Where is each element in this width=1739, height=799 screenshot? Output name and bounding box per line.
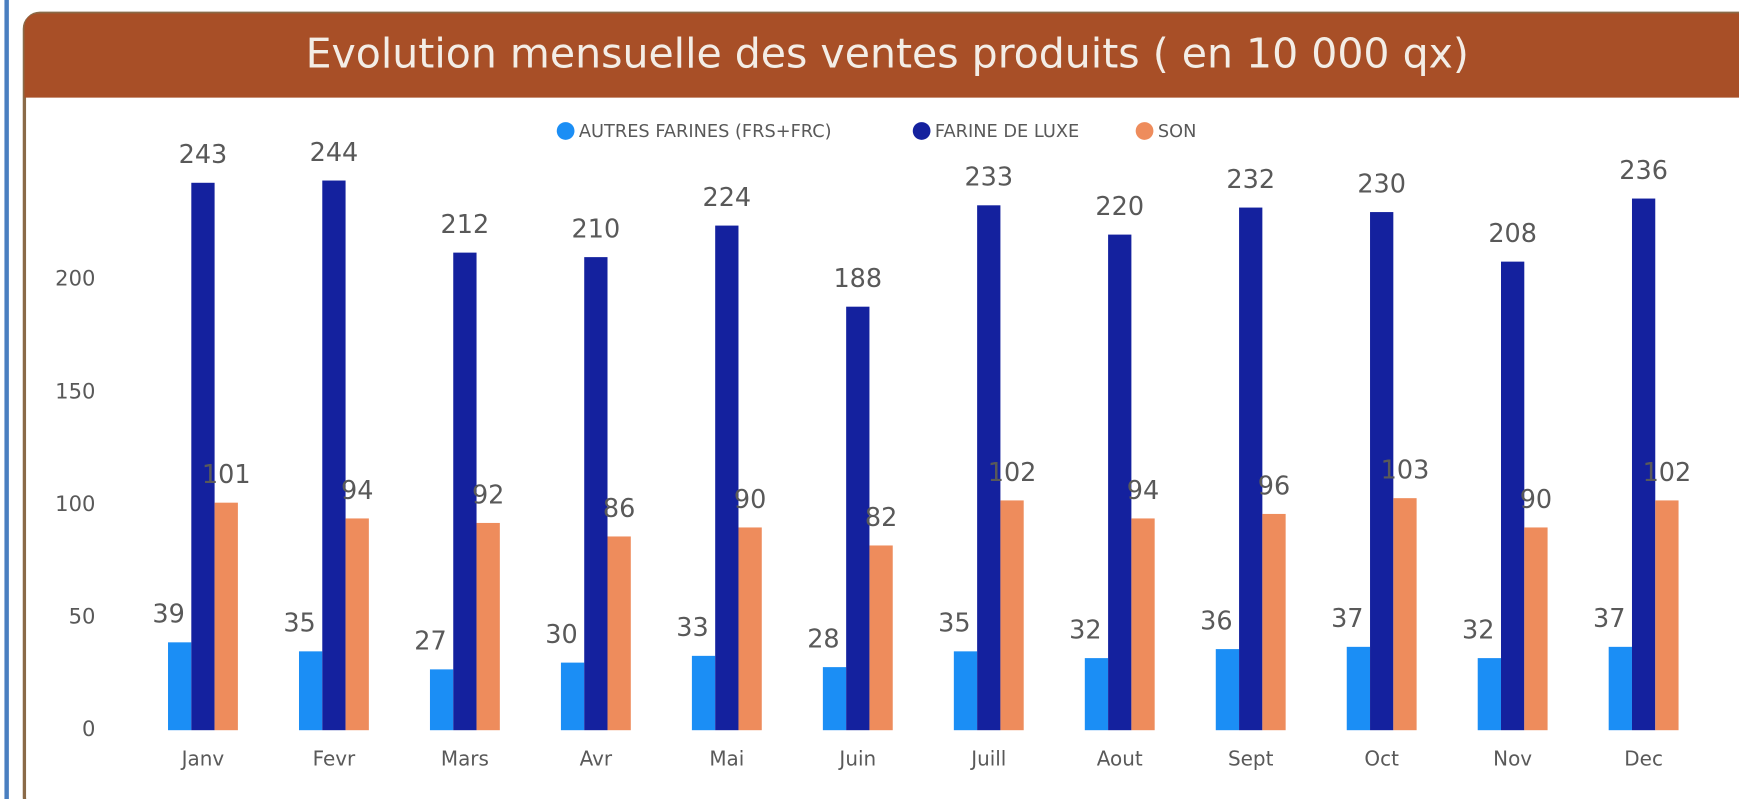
bar <box>298 651 323 731</box>
legend-swatch <box>556 122 575 140</box>
y-tick-label: 0 <box>82 716 95 741</box>
x-tick-label: Mai <box>709 747 744 771</box>
data-label: 224 <box>703 183 752 213</box>
bar <box>429 669 454 731</box>
bar <box>869 545 893 731</box>
data-label: 36 <box>1200 606 1232 636</box>
data-label: 30 <box>545 620 577 650</box>
data-label: 90 <box>1520 485 1552 515</box>
bar <box>1655 500 1679 731</box>
data-label: 32 <box>1462 615 1494 645</box>
bar <box>1346 646 1371 731</box>
data-label: 210 <box>572 214 621 244</box>
bar <box>1393 498 1417 731</box>
bar <box>1370 212 1394 731</box>
data-label: 96 <box>1258 471 1290 501</box>
data-label: 32 <box>1069 615 1101 645</box>
data-label: 35 <box>938 609 970 639</box>
data-label: 220 <box>1095 192 1144 222</box>
data-label: 39 <box>152 600 184 630</box>
x-tick-label: Fevr <box>313 747 356 771</box>
bar <box>1108 234 1132 731</box>
data-label: 27 <box>414 627 446 657</box>
bar <box>691 655 716 731</box>
bar <box>1000 500 1024 731</box>
legend-label: SON <box>1158 122 1197 142</box>
legend-label: AUTRES FARINES (FRS+FRC) <box>579 122 832 142</box>
bar <box>715 225 739 731</box>
data-label: 188 <box>833 264 882 294</box>
bar <box>953 651 978 731</box>
data-label: 232 <box>1226 165 1275 195</box>
data-label: 86 <box>603 494 635 524</box>
data-label: 212 <box>441 210 490 240</box>
bar <box>345 518 369 731</box>
bar <box>1631 198 1656 731</box>
data-label: 230 <box>1357 169 1406 199</box>
legend-label: FARINE DE LUXE <box>935 122 1079 142</box>
data-label: 102 <box>988 458 1037 488</box>
x-tick-label: Oct <box>1364 747 1399 771</box>
bar <box>1215 649 1240 731</box>
data-label: 82 <box>865 503 897 533</box>
legend-swatch <box>1135 122 1154 140</box>
data-label: 208 <box>1488 219 1537 249</box>
x-tick-label: Nov <box>1493 747 1532 771</box>
data-label: 233 <box>964 163 1013 193</box>
y-tick-label: 100 <box>55 491 95 516</box>
x-tick-label: Dec <box>1624 747 1663 771</box>
bar <box>453 252 477 731</box>
bar <box>560 662 585 731</box>
window-edge <box>4 0 9 799</box>
bar <box>1239 207 1263 731</box>
y-tick-label: 50 <box>69 604 96 629</box>
x-tick-label: Juin <box>837 747 876 771</box>
bar <box>476 522 500 731</box>
x-tick-label: Janv <box>180 747 225 771</box>
data-label: 90 <box>734 485 766 515</box>
bar <box>1084 658 1109 731</box>
bar <box>977 205 1001 731</box>
title-banner <box>24 13 1739 98</box>
x-tick-label: Juill <box>969 747 1006 771</box>
bar <box>822 667 847 731</box>
data-label: 94 <box>1127 476 1159 506</box>
data-label: 103 <box>1381 456 1430 486</box>
bar <box>846 306 870 731</box>
bar <box>191 182 215 731</box>
bar <box>607 536 631 731</box>
bar <box>1477 658 1502 731</box>
data-label: 37 <box>1593 604 1625 634</box>
data-label: 92 <box>472 480 504 510</box>
y-tick-label: 150 <box>55 378 95 403</box>
bar <box>738 527 762 731</box>
chart-title: Evolution mensuelle des ventes produits … <box>306 30 1469 78</box>
data-label: 28 <box>807 624 839 654</box>
x-tick-label: Aout <box>1097 747 1143 771</box>
data-label: 236 <box>1619 156 1668 186</box>
data-label: 37 <box>1331 604 1363 634</box>
data-label: 94 <box>341 476 373 506</box>
bar <box>168 642 192 731</box>
bar <box>1524 527 1548 731</box>
data-label: 243 <box>179 140 228 170</box>
x-tick-label: Avr <box>580 747 613 771</box>
bar <box>214 502 238 731</box>
data-label: 33 <box>676 613 708 643</box>
bar <box>1262 513 1286 731</box>
data-label: 101 <box>202 460 251 490</box>
bar <box>1608 646 1632 731</box>
data-label: 35 <box>283 609 315 639</box>
data-label: 244 <box>310 138 359 168</box>
bar <box>1131 518 1155 731</box>
x-tick-label: Sept <box>1228 747 1274 771</box>
bar <box>322 180 346 731</box>
data-label: 102 <box>1643 458 1692 488</box>
y-tick-label: 200 <box>55 266 95 291</box>
x-tick-label: Mars <box>441 747 489 771</box>
legend-swatch <box>912 122 931 140</box>
bar <box>1501 261 1525 731</box>
bar <box>584 257 608 731</box>
